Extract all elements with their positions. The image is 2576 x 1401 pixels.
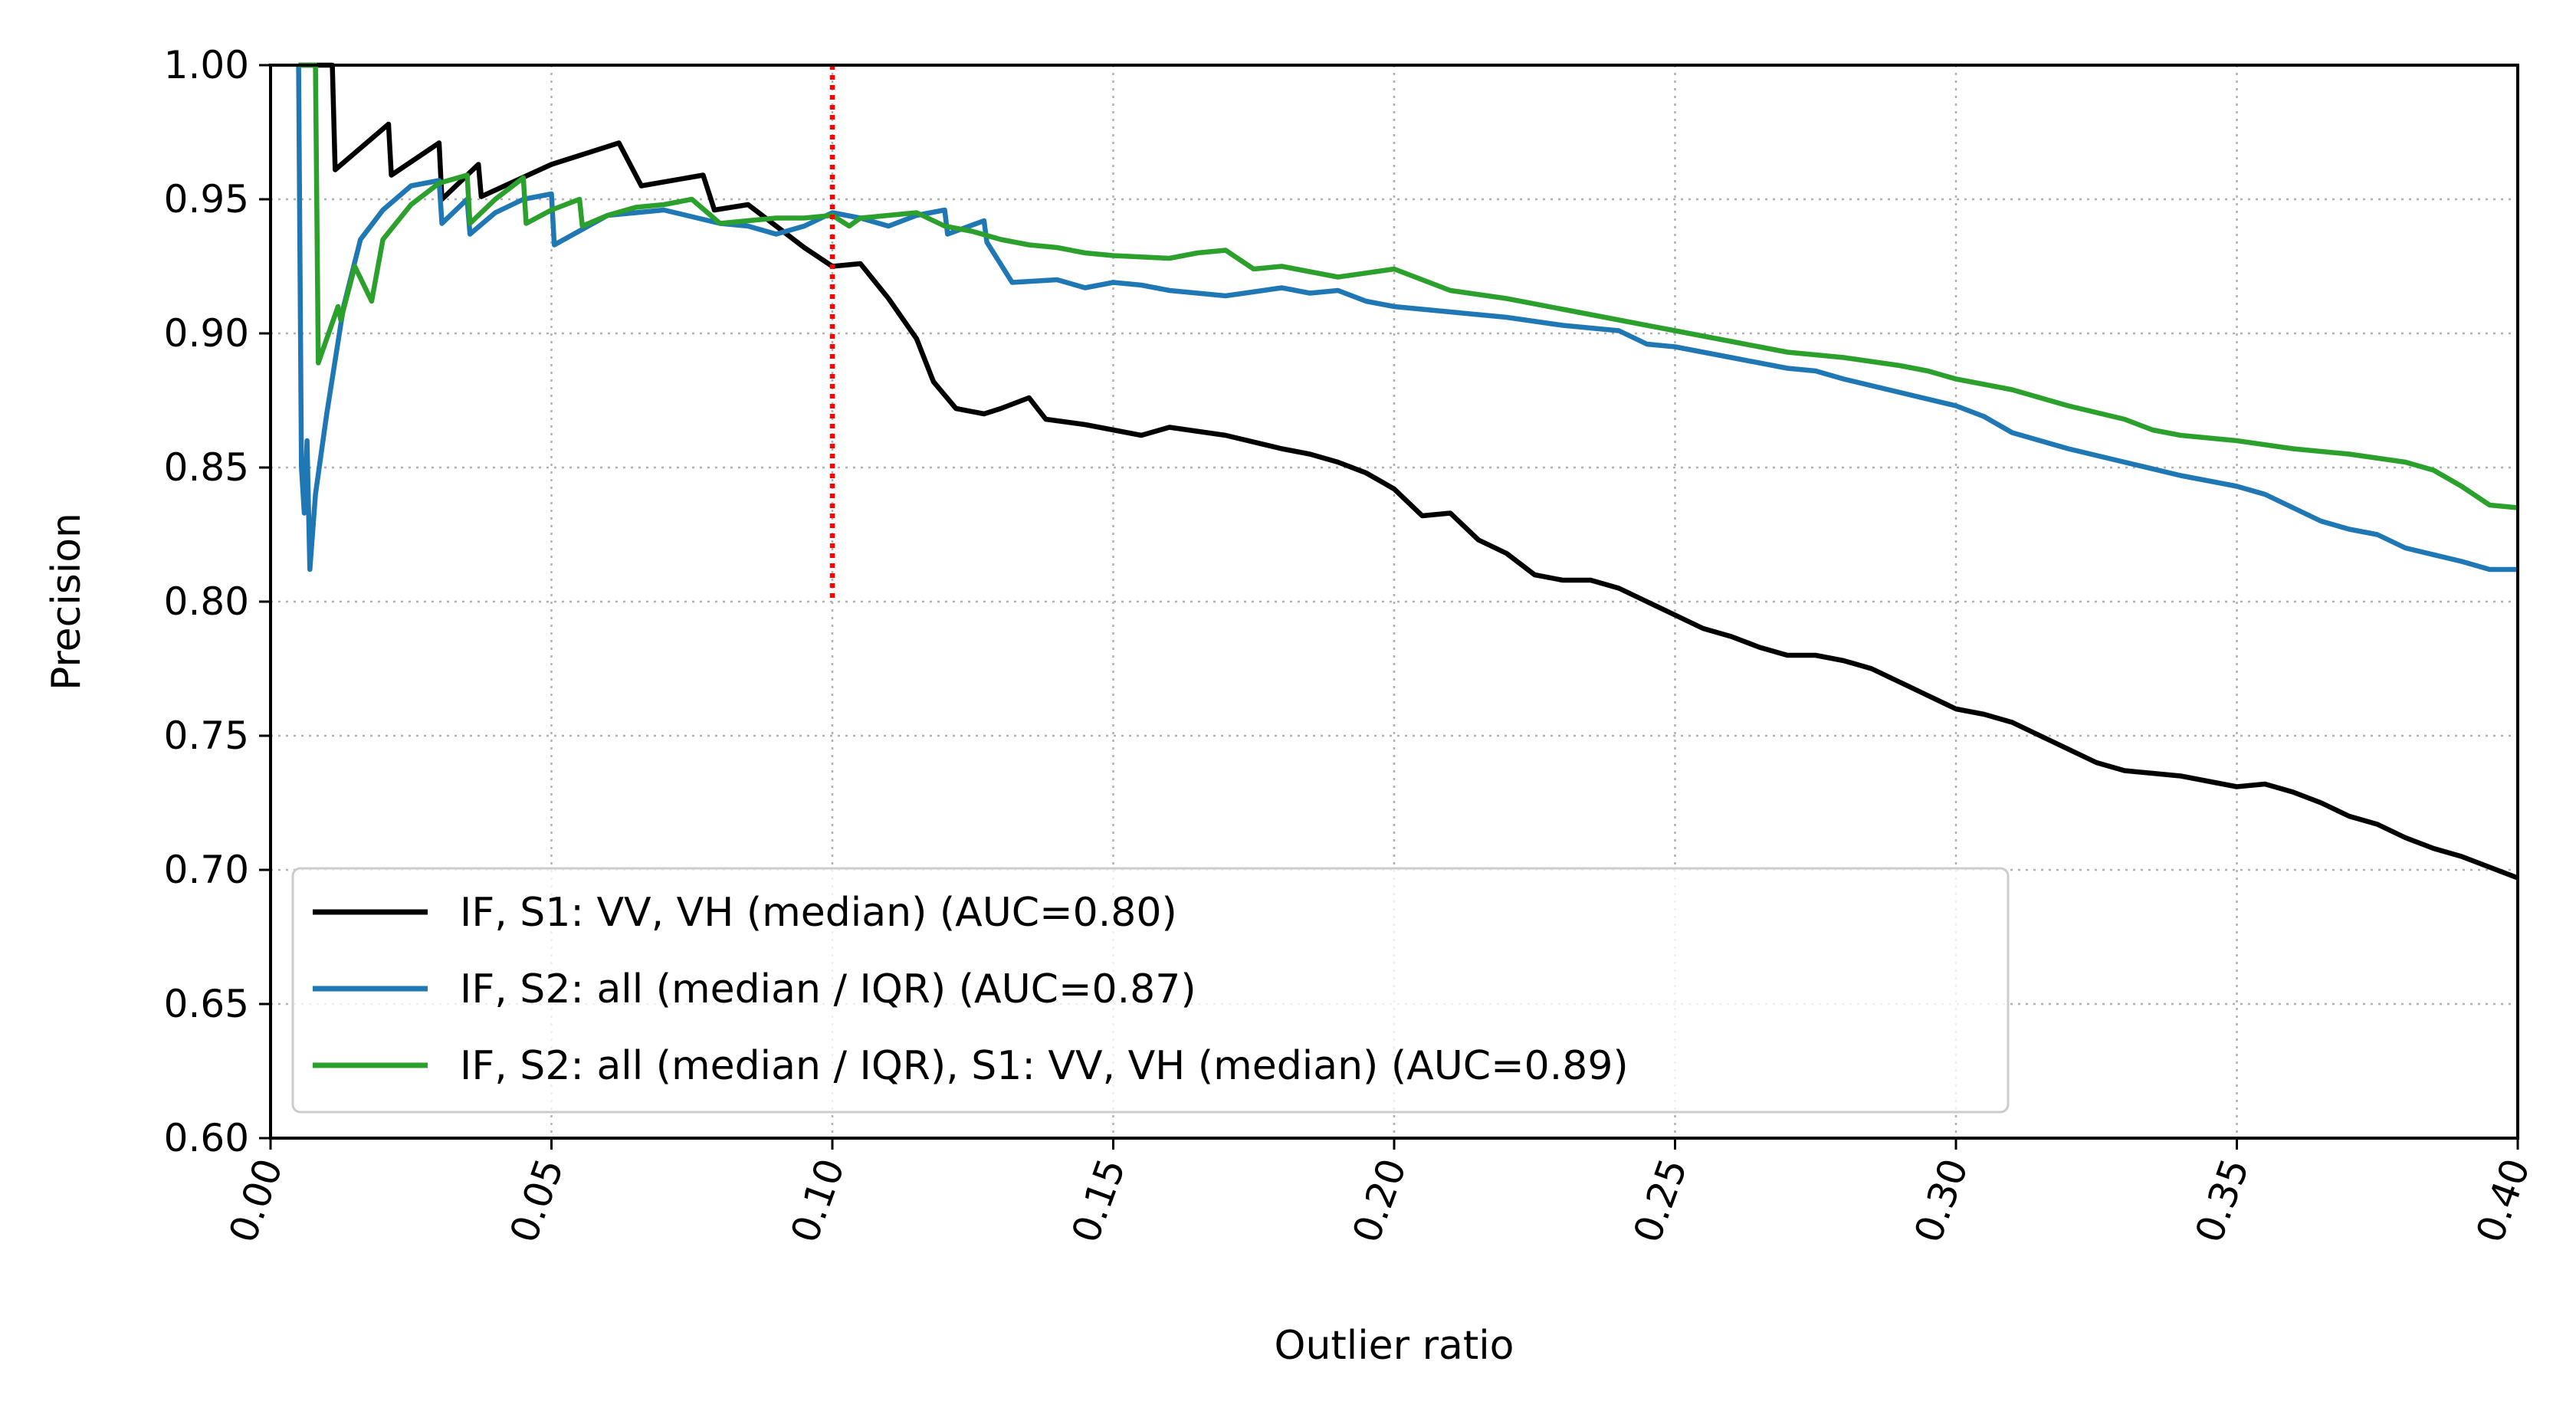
x-tick-label: 0.10 <box>783 1153 854 1248</box>
legend-label-s1: IF, S1: VV, VH (median) (AUC=0.80) <box>460 890 1177 936</box>
x-tick-label: 0.30 <box>1906 1153 1977 1248</box>
series-line-s2-s1 <box>298 62 2519 510</box>
series-lines <box>296 62 2519 881</box>
y-tick-label: 0.85 <box>164 445 249 490</box>
x-tick-label: 0.25 <box>1625 1153 1696 1248</box>
y-tick-label: 0.60 <box>164 1116 249 1160</box>
series-line-s1 <box>298 62 2519 881</box>
y-tick-label: 0.65 <box>164 982 249 1026</box>
x-tick-label: 0.05 <box>501 1153 573 1248</box>
y-tick-label: 0.75 <box>164 714 249 758</box>
y-tick-label: 0.90 <box>164 311 249 356</box>
x-tick-label: 0.15 <box>1063 1153 1134 1248</box>
legend-box <box>291 867 2010 1114</box>
x-tick-label: 0.20 <box>1344 1153 1416 1248</box>
x-tick-label: 0.00 <box>221 1153 292 1248</box>
x-axis-title: Outlier ratio <box>1275 1323 1514 1369</box>
legend-label-s2-s1: IF, S2: all (median / IQR), S1: VV, VH (… <box>460 1043 1629 1089</box>
y-tick-label: 0.95 <box>164 177 249 221</box>
y-tick-label: 1.00 <box>164 43 249 87</box>
x-tick-label: 0.40 <box>2468 1153 2539 1248</box>
x-tick-label: 0.35 <box>2187 1153 2258 1248</box>
legend: IF, S1: VV, VH (median) (AUC=0.80) IF, S… <box>291 867 2010 1114</box>
legend-label-s2: IF, S2: all (median / IQR) (AUC=0.87) <box>460 966 1196 1012</box>
series-line-s2 <box>296 64 2518 573</box>
y-axis-title: Precision <box>44 513 90 691</box>
y-tick-label: 0.80 <box>164 579 249 624</box>
y-tick-label: 0.70 <box>164 848 249 892</box>
